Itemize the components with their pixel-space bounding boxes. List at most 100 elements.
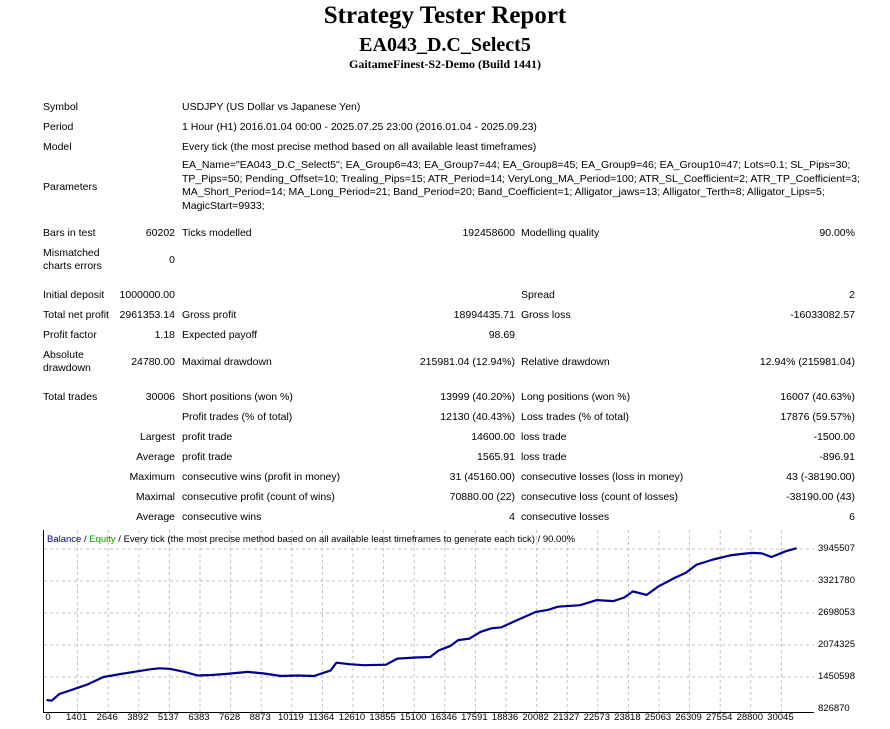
- max-consecutive-losses-value: 43 (-38190.00): [786, 471, 855, 483]
- x-tick-label: 3892: [127, 712, 149, 723]
- balance-point: [51, 699, 53, 702]
- average-loss-value: -896.91: [819, 451, 855, 463]
- symbol-value: USDJPY (US Dollar vs Japanese Yen): [182, 101, 361, 113]
- maximal-drawdown-label: Maximal drawdown: [182, 356, 272, 368]
- average-consecutive-losses-label: consecutive losses: [521, 511, 610, 523]
- bars-value: 60202: [145, 227, 175, 239]
- x-tick-label: 16346: [430, 712, 458, 723]
- expected-payoff-label: Expected payoff: [182, 329, 258, 341]
- balance-point: [197, 674, 199, 677]
- balance-point: [632, 590, 634, 593]
- row-drawdown: Absolute drawdown 24780.00 Maximal drawd…: [0, 349, 890, 379]
- balance-point: [645, 594, 648, 596]
- profit-factor-value: 1.18: [154, 329, 175, 341]
- x-tick-label: 12610: [338, 712, 366, 723]
- y-tick-label: 1450598: [818, 671, 855, 682]
- expert-name: EA043_D.C_Select5: [359, 34, 531, 56]
- balance-point: [712, 558, 715, 561]
- x-tick-label: 11364: [308, 712, 335, 723]
- legend-balance: Balance: [47, 534, 82, 545]
- spread-label: Spread: [521, 289, 555, 301]
- x-tick-label: 20082: [522, 712, 549, 723]
- x-tick-label: 2646: [96, 712, 118, 723]
- balance-point: [396, 657, 399, 660]
- balance-point: [329, 669, 332, 672]
- report-title: Strategy Tester Report: [323, 2, 567, 29]
- balance-point: [158, 667, 160, 670]
- row-maximum: Maximum consecutive wins (profit in mone…: [0, 471, 890, 487]
- balance-point: [85, 683, 88, 686]
- y-tick-label: 2074325: [818, 639, 855, 650]
- average-consecutive-label: Average: [136, 511, 175, 523]
- balance-point: [741, 553, 744, 555]
- row-average: Average profit trade 1565.91 loss trade …: [0, 451, 890, 467]
- balance-point: [623, 596, 626, 599]
- absolute-drawdown-value: 24780.00: [131, 356, 175, 368]
- balance-point: [512, 620, 515, 623]
- average-profit-label: profit trade: [182, 451, 233, 463]
- x-tick-label: 7628: [219, 712, 241, 723]
- mismatch-value: 0: [169, 254, 175, 266]
- row-bars: Bars in test 60202 Ticks modelled 192458…: [0, 227, 890, 243]
- period-value: 1 Hour (H1) 2016.01.04 00:00 - 2025.07.2…: [182, 121, 537, 133]
- balance-point: [612, 600, 615, 602]
- total-trades-label: Total trades: [43, 391, 98, 403]
- x-tick-label: 13855: [369, 712, 396, 723]
- maximum-label: Maximum: [129, 471, 175, 483]
- balance-point: [784, 550, 787, 553]
- balance-chart: [43, 530, 814, 713]
- long-positions-label: Long positions (won %): [521, 391, 631, 403]
- balance-point: [135, 670, 138, 673]
- relative-drawdown-value: 12.94% (215981.04): [759, 356, 855, 368]
- balance-point: [348, 663, 350, 666]
- x-tick-label: 17591: [461, 712, 488, 723]
- largest-loss-value: -1500.00: [813, 431, 855, 443]
- balance-point: [58, 693, 61, 695]
- maximal-consecutive-loss-label: consecutive loss (count of losses): [521, 491, 678, 503]
- balance-point: [385, 663, 387, 666]
- largest-profit-label: profit trade: [182, 431, 233, 443]
- y-tick-label: 3945507: [818, 543, 855, 554]
- balance-point: [479, 631, 482, 633]
- max-consecutive-wins-label: consecutive wins (profit in money): [182, 471, 341, 483]
- balance-point: [70, 689, 73, 691]
- balance-point: [535, 611, 537, 613]
- balance-point: [751, 552, 753, 554]
- quality-label: Modelling quality: [521, 227, 600, 239]
- symbol-label: Symbol: [43, 101, 79, 113]
- row-model: Model Every tick (the most precise metho…: [0, 141, 890, 157]
- balance-point: [46, 699, 48, 701]
- ticks-value: 192458600: [462, 227, 515, 239]
- balance-point: [729, 554, 731, 557]
- balance-point: [363, 664, 365, 667]
- relative-drawdown-label: Relative drawdown: [521, 356, 610, 368]
- y-tick-label: 2698053: [818, 607, 855, 618]
- x-tick-label: 8873: [249, 712, 271, 723]
- row-average-consecutive: Average consecutive wins 4 consecutive l…: [0, 511, 890, 527]
- model-label: Model: [43, 141, 72, 153]
- deposit-value: 1000000.00: [119, 289, 175, 301]
- x-tick-label: 6383: [188, 712, 210, 723]
- short-positions-value: 13999 (40.20%): [440, 391, 515, 403]
- balance-point: [224, 673, 227, 675]
- row-maximal: Maximal consecutive profit (count of win…: [0, 491, 890, 507]
- x-tick-label: 10119: [277, 712, 304, 723]
- net-profit-label: Total net profit: [43, 309, 109, 321]
- gross-profit-label: Gross profit: [182, 309, 237, 321]
- balance-point: [169, 668, 171, 670]
- balance-point: [695, 563, 698, 566]
- quality-value: 90.00%: [819, 227, 855, 239]
- largest-loss-label: loss trade: [521, 431, 567, 443]
- maximal-consecutive-profit-label: consecutive profit (count of wins): [182, 491, 335, 503]
- balance-point: [102, 676, 105, 678]
- balance-point: [557, 605, 559, 608]
- x-tick-label: 22573: [583, 712, 611, 723]
- max-consecutive-losses-label: consecutive losses (loss in money): [521, 471, 684, 483]
- profit-factor-label: Profit factor: [43, 329, 97, 341]
- expected-payoff-value: 98.69: [488, 329, 515, 341]
- parameters-label: Parameters: [43, 181, 98, 193]
- ticks-label: Ticks modelled: [182, 227, 252, 239]
- x-tick-label: 21327: [552, 712, 580, 723]
- balance-chart-plot: [44, 530, 814, 712]
- short-positions-label: Short positions (won %): [182, 391, 293, 403]
